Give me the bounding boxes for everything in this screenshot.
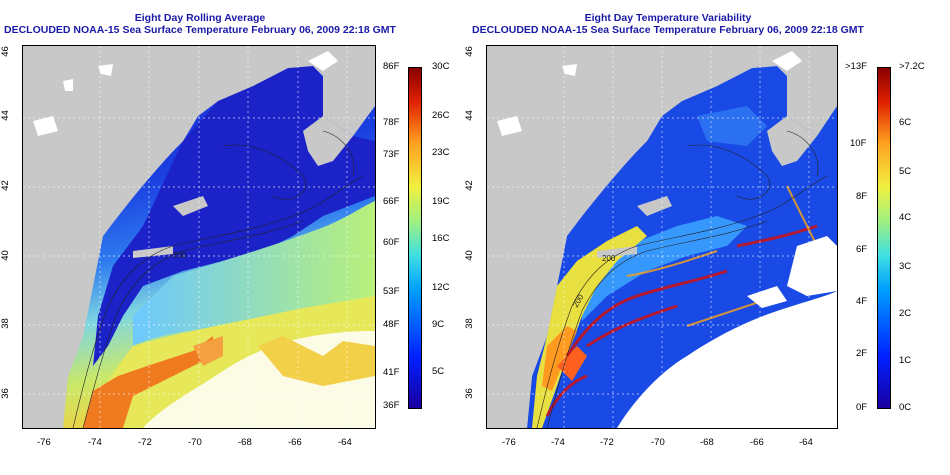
right-cbar-f: 2F bbox=[856, 348, 868, 359]
left-cbar-c: 26C bbox=[432, 110, 450, 121]
right-variability-map: 200 200 bbox=[486, 45, 838, 429]
left-lon-tick: -66 bbox=[288, 437, 302, 448]
right-lat-tick: 38 bbox=[463, 318, 475, 329]
right-cbar-f: >13F bbox=[845, 61, 867, 72]
left-lon-tick: -76 bbox=[37, 437, 51, 448]
right-lon-tick: -70 bbox=[651, 437, 665, 448]
left-cbar-f: 86F bbox=[383, 61, 400, 72]
right-lon-tick: -68 bbox=[700, 437, 714, 448]
right-lon-tick: -74 bbox=[551, 437, 565, 448]
right-lat-tick: 46 bbox=[463, 46, 475, 57]
right-lat-tick: 42 bbox=[463, 180, 475, 191]
right-lon-tick: -76 bbox=[502, 437, 516, 448]
left-cbar-c: 30C bbox=[432, 61, 450, 72]
left-cbar-c: 9C bbox=[432, 319, 445, 330]
left-cbar-c: 5C bbox=[432, 366, 445, 377]
right-cbar-f: 4F bbox=[856, 296, 868, 307]
left-lat-tick: 40 bbox=[0, 250, 11, 261]
right-cbar-f: 10F bbox=[850, 138, 867, 149]
right-colorbar bbox=[877, 67, 891, 409]
left-lon-tick: -72 bbox=[138, 437, 152, 448]
right-lon-tick: -64 bbox=[799, 437, 813, 448]
left-cbar-c: 19C bbox=[432, 196, 450, 207]
right-cbar-c: 4C bbox=[899, 212, 912, 223]
right-cbar-c: 1C bbox=[899, 355, 912, 366]
left-cbar-f: 73F bbox=[383, 149, 400, 160]
right-title-line1: Eight Day Temperature Variability bbox=[584, 12, 752, 24]
right-lon-tick: -66 bbox=[750, 437, 764, 448]
left-contour-label: 200 bbox=[173, 251, 187, 260]
right-cbar-c: 3C bbox=[899, 261, 912, 272]
left-lat-tick: 46 bbox=[0, 46, 11, 57]
right-cbar-c: 6C bbox=[899, 117, 912, 128]
right-contour-label: 200 bbox=[602, 254, 616, 263]
left-lat-tick: 44 bbox=[0, 110, 11, 121]
right-title-line2: DECLOUDED NOAA-15 Sea Surface Temperatur… bbox=[472, 24, 864, 36]
left-cbar-c: 12C bbox=[432, 282, 450, 293]
right-cbar-f: 6F bbox=[856, 244, 868, 255]
left-sst-map: 200 bbox=[22, 45, 376, 429]
right-cbar-c: 0C bbox=[899, 402, 912, 413]
right-cbar-c: >7.2C bbox=[899, 61, 925, 72]
left-cbar-c: 16C bbox=[432, 233, 450, 244]
left-cbar-f: 48F bbox=[383, 319, 400, 330]
left-cbar-f: 78F bbox=[383, 117, 400, 128]
left-lon-tick: -68 bbox=[238, 437, 252, 448]
left-lat-tick: 42 bbox=[0, 180, 11, 191]
right-cbar-c: 5C bbox=[899, 166, 912, 177]
right-cbar-c: 2C bbox=[899, 308, 912, 319]
left-cbar-f: 41F bbox=[383, 367, 400, 378]
right-lat-tick: 44 bbox=[463, 110, 475, 121]
left-lon-tick: -70 bbox=[188, 437, 202, 448]
right-cbar-f: 8F bbox=[856, 191, 868, 202]
left-lat-tick: 38 bbox=[0, 318, 11, 329]
right-lat-tick: 36 bbox=[463, 388, 475, 399]
left-cbar-f: 60F bbox=[383, 237, 400, 248]
left-cbar-f: 53F bbox=[383, 286, 400, 297]
left-lon-tick: -74 bbox=[88, 437, 102, 448]
right-lat-tick: 40 bbox=[463, 250, 475, 261]
left-lat-tick: 36 bbox=[0, 388, 11, 399]
left-title-line2: DECLOUDED NOAA-15 Sea Surface Temperatur… bbox=[4, 24, 396, 36]
left-cbar-f: 36F bbox=[383, 400, 400, 411]
right-lon-tick: -72 bbox=[600, 437, 614, 448]
left-cbar-f: 66F bbox=[383, 196, 400, 207]
left-lon-tick: -64 bbox=[338, 437, 352, 448]
left-title-line1: Eight Day Rolling Average bbox=[134, 12, 266, 24]
right-cbar-f: 0F bbox=[856, 402, 868, 413]
left-cbar-c: 23C bbox=[432, 147, 450, 158]
left-colorbar bbox=[408, 67, 422, 409]
